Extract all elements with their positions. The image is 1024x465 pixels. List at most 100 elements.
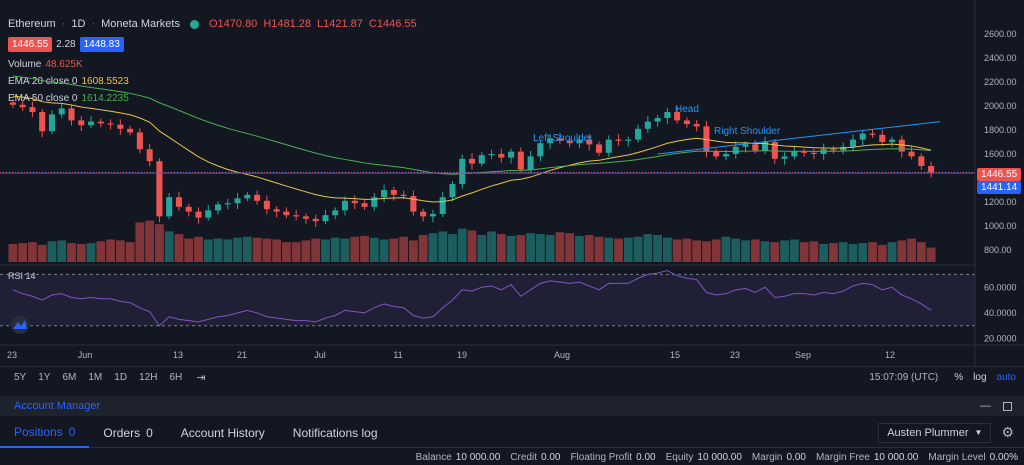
volume-bar [887, 242, 897, 262]
volume-bar [477, 235, 487, 262]
chevron-down-icon: ▼ [974, 428, 983, 437]
candle-body [39, 112, 46, 132]
annotation-left-shoulder[interactable]: Left Shoulder [533, 133, 593, 144]
candle-body [732, 146, 739, 154]
candle-body [713, 151, 720, 157]
gear-icon[interactable]: ⚙ [1001, 424, 1014, 440]
candle-body [58, 108, 65, 115]
symbol-name[interactable]: Ethereum [8, 18, 56, 30]
candle-body [556, 138, 563, 141]
candle-body [879, 134, 886, 142]
candle-body [146, 149, 153, 162]
price-tick-label: 2400.00 [984, 53, 1017, 63]
candle-body [9, 102, 16, 105]
market-status-icon [189, 19, 199, 29]
tab-account-history[interactable]: Account History [167, 418, 279, 448]
timeframe-1m[interactable]: 1M [88, 372, 103, 383]
rsi-label[interactable]: RSI 14 [8, 271, 36, 281]
volume-bar [125, 242, 135, 262]
account-selector[interactable]: Austen Plummer ▼ [878, 422, 992, 443]
volume-bar [545, 235, 555, 262]
price-tick-label: 1600.00 [984, 149, 1017, 159]
price-chart[interactable]: 2600.00 2400.00 2200.00 2000.00 1800.00 1600.… [0, 0, 1024, 366]
volume-bar [907, 238, 916, 262]
tab-label: Account History [180, 425, 265, 440]
timeframe-6h[interactable]: 6H [169, 372, 183, 383]
volume-bar [565, 233, 575, 262]
candle-body [595, 144, 603, 153]
volume-bar [438, 231, 448, 262]
timeframe-5y[interactable]: 5Y [14, 372, 27, 383]
interval-label[interactable]: 1D [71, 18, 86, 30]
maximize-icon[interactable] [1003, 401, 1012, 411]
volume-legend[interactable]: Volume 48.625K [8, 59, 83, 70]
candle-body [752, 144, 759, 151]
volume-bar [877, 244, 887, 262]
volume-bar [819, 244, 829, 262]
candle-body [244, 194, 251, 199]
timeframe-1y[interactable]: 1Y [38, 372, 51, 383]
tab-positions[interactable]: Positions 0 [0, 418, 90, 448]
timeframe-12h[interactable]: 12H [139, 372, 158, 383]
timeframe-1d[interactable]: 1D [114, 372, 128, 383]
candle-body [117, 124, 124, 129]
candle-body [263, 200, 270, 210]
candle-body [478, 155, 485, 164]
volume-bar [916, 242, 926, 262]
time-tick-label: 13 [173, 350, 183, 360]
volume-bar [780, 240, 789, 262]
account-tabs: Positions 0 Orders 0 Account History Not… [0, 418, 1024, 448]
annotation-right-shoulder[interactable]: Right Shoulder [714, 126, 781, 137]
log-toggle[interactable]: log [973, 372, 987, 383]
rsi-tick-label: 60.0000 [984, 282, 1017, 292]
ema50-legend[interactable]: EMA 50 close 0 1614.2235 [8, 93, 129, 104]
volume-bar [584, 235, 594, 262]
volume-bar [174, 234, 184, 262]
volume-bar [848, 244, 858, 262]
candle-body [703, 126, 710, 152]
candle-body [429, 214, 436, 217]
sell-button[interactable]: 1446.55 [8, 37, 53, 52]
volume-bar [203, 239, 213, 262]
logo-mark [13, 320, 27, 329]
stat-item: Balance 10 000.00 [416, 452, 501, 463]
price-tick-label: 1800.00 [984, 125, 1017, 135]
volume-bar [809, 241, 819, 262]
volume-bar [467, 230, 477, 262]
timeframe-6m[interactable]: 6M [62, 372, 77, 383]
stat-value: 10 000.00 [455, 452, 501, 463]
minimize-icon[interactable]: — [980, 400, 991, 412]
candle-body [537, 143, 544, 157]
volume-bar [350, 236, 360, 262]
stat-item: Floating Profit 0.00 [570, 452, 655, 463]
buy-button[interactable]: 1448.83 [79, 37, 124, 52]
stat-label: Floating Profit [570, 452, 633, 463]
ema20-legend[interactable]: EMA 20 close 0 1608.5523 [8, 76, 129, 87]
tab-label: Notifications log [292, 425, 378, 440]
volume-bar [721, 236, 731, 262]
volume-bar [389, 238, 399, 262]
percent-toggle[interactable]: % [954, 372, 964, 383]
volume-bar [448, 234, 457, 262]
stat-item: Equity 10 000.00 [666, 452, 742, 463]
clock[interactable]: 15:07:09 (UTC) [869, 372, 939, 383]
tab-orders[interactable]: Orders 0 [89, 418, 166, 448]
candle-body [635, 128, 642, 140]
candle-body [566, 140, 573, 144]
tab-notifications-log[interactable]: Notifications log [279, 418, 392, 448]
timeframe-list: 5Y 1Y 6M 1M 1D 12H 6H [0, 372, 188, 383]
stat-value: 10 000.00 [697, 452, 742, 463]
time-tick-label: 23 [730, 350, 740, 360]
candle-body [400, 194, 407, 196]
annotation-head[interactable]: Head [675, 104, 699, 115]
tab-label: Orders [103, 425, 141, 440]
candle-body [547, 138, 554, 144]
volume-bar [369, 237, 379, 262]
candle-body [625, 139, 632, 141]
volume-bar [457, 228, 467, 262]
date-range-icon[interactable]: ⇥ [196, 372, 206, 384]
auto-toggle[interactable]: auto [996, 372, 1016, 383]
volume-bar [555, 232, 565, 262]
account-manager-title[interactable]: Account Manager [14, 400, 101, 412]
candle-body [449, 184, 456, 198]
